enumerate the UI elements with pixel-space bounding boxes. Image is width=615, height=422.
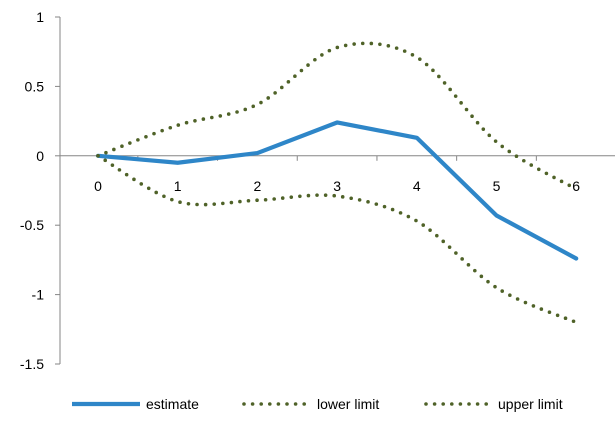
x-tick-label: 2 [254,178,262,194]
x-tick-label: 4 [413,178,421,194]
series-line-lower-limit [96,154,578,325]
y-tick-label: 1 [36,9,44,25]
y-tick-label: -1 [32,287,45,303]
series-lines [95,41,579,325]
x-tick-label: 0 [94,178,102,194]
legend-label: lower limit [317,396,379,412]
legend-label: estimate [146,396,199,412]
legend-label: upper limit [498,396,563,412]
series-line-estimate [95,120,579,261]
axes [55,16,615,365]
y-tick-label: -1.5 [20,356,44,372]
x-tick-label: 5 [493,178,501,194]
x-tick-label: 6 [572,178,580,194]
y-tick-labels: 1 0.5 0 -0.5 -1 -1.5 [20,9,44,372]
series-line-upper-limit [96,41,578,191]
y-tick-label: -0.5 [20,217,44,233]
x-tick-label: 1 [174,178,182,194]
x-tick-label: 3 [333,178,341,194]
legend: estimate lower limit upper limit [72,396,563,412]
y-tick-label: 0 [36,148,44,164]
x-tick-labels: 0 1 2 3 4 5 6 [94,178,580,194]
y-tick-label: 0.5 [25,78,45,94]
